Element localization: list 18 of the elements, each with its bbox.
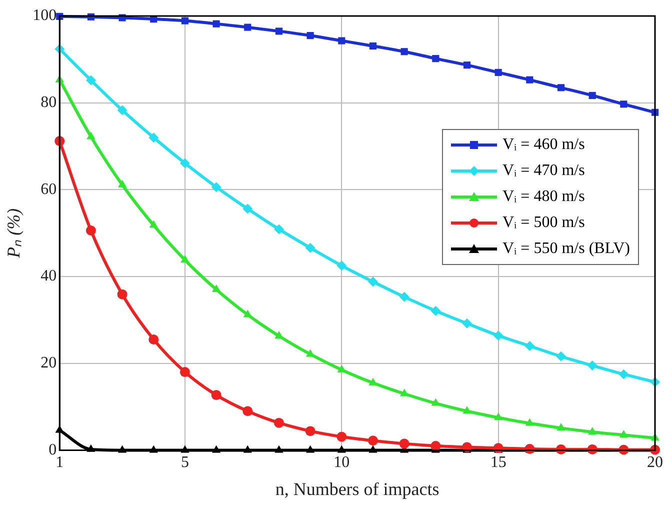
legend-label: Vᵢ = 500 m/s [502, 214, 585, 232]
y-tick-label: 20 [40, 354, 57, 372]
x-tick-label: 20 [647, 454, 663, 472]
y-tick-label: 0 [48, 441, 57, 458]
x-tick-label: 10 [334, 454, 350, 472]
y-axis-title: Pₙ (%) [4, 208, 24, 259]
y-tick-label: 100 [32, 7, 57, 24]
legend-label: Vᵢ = 550 m/s (BLV) [502, 240, 630, 258]
x-axis-title: n, Numbers of impacts [275, 478, 440, 499]
x-tick-label: 15 [490, 454, 506, 472]
legend-label: Vᵢ = 460 m/s [502, 136, 585, 154]
y-tick-label: 40 [40, 268, 57, 285]
legend-label: Vᵢ = 470 m/s [502, 162, 585, 180]
legend-label: Vᵢ = 480 m/s [502, 188, 585, 206]
x-tick-label: 5 [180, 454, 189, 472]
y-tick-label: 60 [40, 180, 57, 198]
y-tick-label: 80 [40, 94, 57, 112]
x-tick-label: 1 [56, 454, 64, 472]
